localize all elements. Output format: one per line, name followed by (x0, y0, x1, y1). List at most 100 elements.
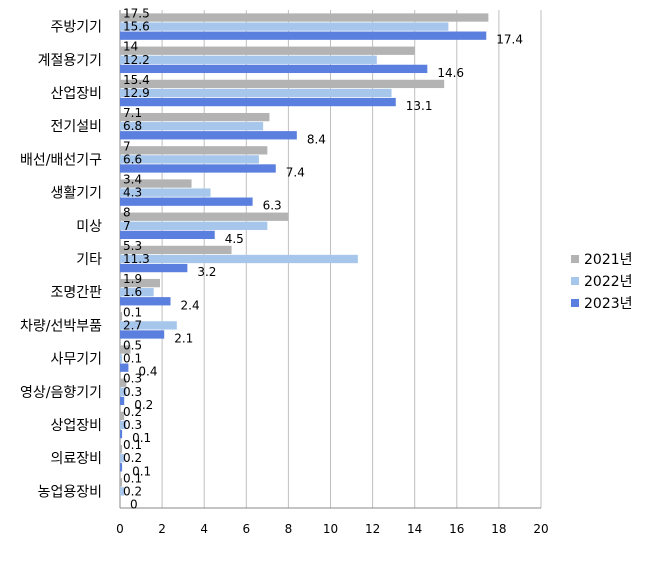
bar (120, 55, 377, 64)
x-tick-label: 12 (365, 522, 380, 536)
data-label: 8 (123, 206, 131, 220)
data-label: 17.5 (123, 7, 150, 21)
bar (120, 179, 192, 188)
data-label: 0.2 (123, 484, 142, 498)
bar (120, 188, 211, 197)
data-label: 4.5 (225, 232, 244, 246)
bar (120, 254, 358, 264)
bar (120, 454, 125, 463)
bar (120, 22, 449, 31)
bar (120, 478, 123, 487)
data-label: 4.3 (123, 186, 142, 200)
data-label: 0.1 (123, 305, 142, 319)
legend-label: 2021년 (584, 252, 633, 268)
bar (120, 463, 123, 472)
data-label: 7 (123, 219, 131, 233)
data-label: 3.2 (197, 265, 216, 279)
category-labels: 주방기기계절용기기산업장비전기설비배선/배선기구생활기기미상기타조명간판차량/선… (20, 20, 102, 501)
data-label: 14.6 (437, 66, 464, 80)
bar (120, 321, 177, 330)
bar (120, 312, 123, 321)
category-label: 계절용기기 (38, 53, 102, 69)
data-label: 15.4 (123, 73, 150, 87)
data-label: 6.8 (123, 119, 142, 133)
category-label: 배선/배선기구 (20, 152, 102, 168)
bar (120, 88, 392, 98)
x-tick-label: 4 (200, 522, 208, 536)
bar (120, 444, 123, 454)
category-label: 생활기기 (50, 186, 102, 202)
category-label: 산업장비 (50, 86, 102, 102)
legend-label: 2022년 (584, 274, 633, 290)
data-label: 0.5 (123, 339, 142, 353)
bar (120, 164, 276, 173)
legend-swatch (571, 255, 579, 263)
bar (120, 245, 232, 255)
category-label: 농업용장비 (38, 484, 102, 500)
x-tick-label: 16 (449, 522, 464, 536)
x-tick-label: 14 (407, 522, 422, 536)
bar (120, 288, 154, 297)
data-label: 0.4 (138, 365, 157, 379)
data-label: 2.1 (174, 331, 193, 345)
data-label: 14 (123, 40, 138, 54)
data-label: 0.2 (134, 398, 153, 412)
bar (120, 146, 268, 155)
data-label: 0.2 (123, 451, 142, 465)
bar (120, 97, 396, 107)
bar (120, 487, 125, 496)
category-label: 조명간판 (50, 285, 102, 301)
bar (120, 411, 125, 421)
bar (120, 297, 171, 306)
data-label: 8.4 (307, 132, 326, 146)
category-label: 상업장비 (50, 418, 102, 434)
data-label: 0.1 (123, 352, 142, 366)
data-label: 0.3 (123, 385, 142, 399)
data-label: 7 (123, 139, 131, 153)
legend-swatch (571, 277, 579, 285)
data-label: 2.4 (181, 298, 200, 312)
bar (120, 354, 123, 363)
bar (120, 197, 253, 206)
bar (120, 230, 215, 240)
bar (120, 212, 289, 221)
bar (120, 46, 415, 55)
x-tick-label: 0 (116, 522, 124, 536)
bars (120, 13, 489, 496)
data-label: 0.2 (123, 405, 142, 419)
bar (120, 387, 127, 396)
data-label: 7.1 (123, 106, 142, 120)
x-tick-label: 10 (323, 522, 338, 536)
bar (120, 429, 123, 439)
data-label: 0.1 (123, 471, 142, 485)
legend-label: 2023년 (584, 296, 633, 312)
bar (120, 79, 445, 89)
category-label: 사무기기 (50, 352, 102, 368)
bar (120, 131, 297, 140)
data-label: 0.1 (132, 464, 151, 478)
category-label: 의료장비 (50, 451, 102, 467)
bar (120, 263, 188, 273)
category-label: 기타 (76, 252, 102, 268)
bar (120, 13, 489, 22)
x-tick-labels: 0 2 4 6 8 10 12 14 16 18 20 (116, 522, 548, 536)
bar (120, 378, 127, 387)
bar (120, 363, 129, 372)
category-label: 전기설비 (50, 119, 102, 135)
bar (120, 221, 268, 230)
bar (120, 330, 165, 339)
category-label: 주방기기 (50, 20, 102, 36)
data-label: 1.9 (123, 272, 142, 286)
data-label: 2.7 (123, 318, 142, 332)
x-tick-label: 18 (491, 522, 506, 536)
data-label: 13.1 (406, 99, 433, 113)
data-label: 0.3 (123, 372, 142, 386)
bar (120, 278, 160, 288)
x-tick-label: 20 (533, 522, 548, 536)
x-tick-label: 8 (285, 522, 293, 536)
bar (120, 345, 131, 354)
legend: 2021년 2022년 2023년 (571, 252, 633, 312)
bar (120, 420, 127, 430)
data-label: 0.1 (123, 438, 142, 452)
